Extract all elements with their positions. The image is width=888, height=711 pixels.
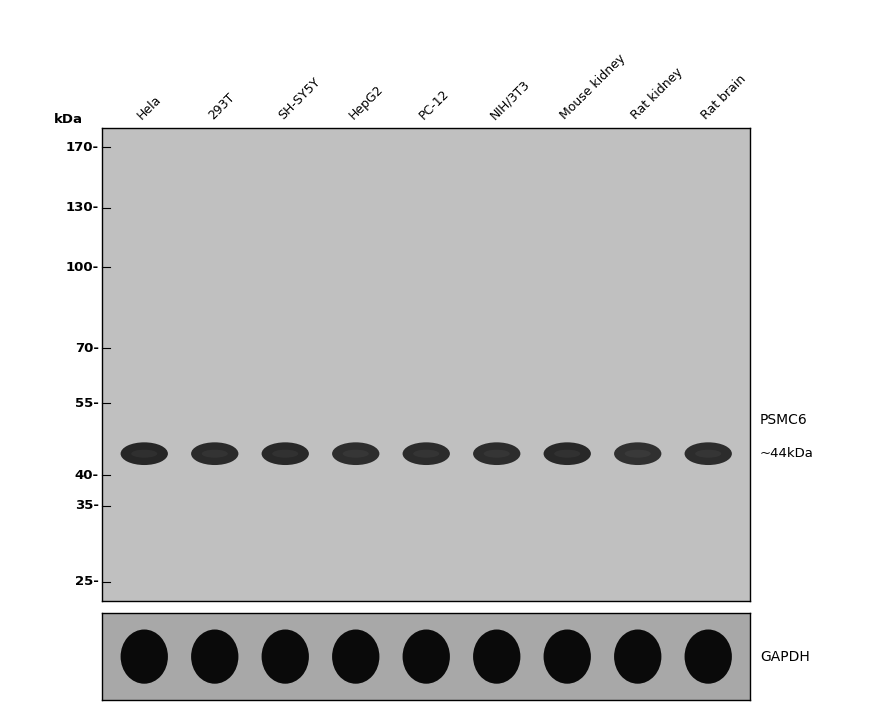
Text: Rat kidney: Rat kidney (629, 66, 685, 122)
Text: NIH/3T3: NIH/3T3 (488, 77, 532, 122)
Text: ~44kDa: ~44kDa (760, 447, 814, 460)
Text: PSMC6: PSMC6 (760, 413, 808, 427)
Text: 40-: 40- (75, 469, 99, 482)
Text: PC-12: PC-12 (417, 87, 452, 122)
Text: 130-: 130- (66, 201, 99, 215)
Text: 25-: 25- (75, 575, 99, 589)
Text: Rat brain: Rat brain (699, 73, 749, 122)
Ellipse shape (554, 450, 580, 458)
Text: 55-: 55- (75, 397, 99, 410)
Text: 293T: 293T (205, 91, 237, 122)
Text: GAPDH: GAPDH (760, 650, 810, 663)
Text: Hela: Hela (135, 93, 164, 122)
Text: 170-: 170- (66, 141, 99, 154)
Ellipse shape (121, 629, 168, 684)
Ellipse shape (191, 629, 238, 684)
Text: 100-: 100- (66, 261, 99, 274)
Ellipse shape (131, 450, 157, 458)
Ellipse shape (484, 450, 510, 458)
Text: 70-: 70- (75, 342, 99, 355)
Text: Mouse kidney: Mouse kidney (558, 52, 628, 122)
Ellipse shape (473, 629, 520, 684)
Ellipse shape (273, 450, 298, 458)
Ellipse shape (685, 442, 732, 465)
Ellipse shape (332, 629, 379, 684)
Ellipse shape (402, 442, 450, 465)
Ellipse shape (543, 442, 591, 465)
Text: HepG2: HepG2 (346, 83, 386, 122)
Ellipse shape (473, 442, 520, 465)
Ellipse shape (262, 629, 309, 684)
Ellipse shape (332, 442, 379, 465)
Ellipse shape (614, 629, 662, 684)
Ellipse shape (543, 629, 591, 684)
Ellipse shape (262, 442, 309, 465)
Ellipse shape (202, 450, 227, 458)
Ellipse shape (625, 450, 651, 458)
Ellipse shape (614, 442, 662, 465)
Ellipse shape (121, 442, 168, 465)
Ellipse shape (191, 442, 238, 465)
Ellipse shape (413, 450, 440, 458)
Ellipse shape (343, 450, 369, 458)
Text: SH-SY5Y: SH-SY5Y (276, 75, 323, 122)
Ellipse shape (685, 629, 732, 684)
Text: kDa: kDa (53, 112, 83, 126)
Ellipse shape (402, 629, 450, 684)
Ellipse shape (695, 450, 721, 458)
Text: 35-: 35- (75, 499, 99, 512)
